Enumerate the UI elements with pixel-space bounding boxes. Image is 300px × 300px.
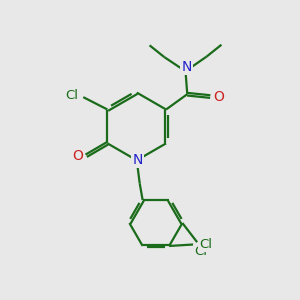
- Text: Cl: Cl: [199, 238, 212, 251]
- Text: N: N: [132, 153, 143, 167]
- Text: O: O: [73, 149, 83, 163]
- Text: N: N: [181, 59, 192, 74]
- Text: O: O: [214, 90, 224, 104]
- Text: Cl: Cl: [194, 245, 207, 258]
- Text: Cl: Cl: [66, 89, 79, 102]
